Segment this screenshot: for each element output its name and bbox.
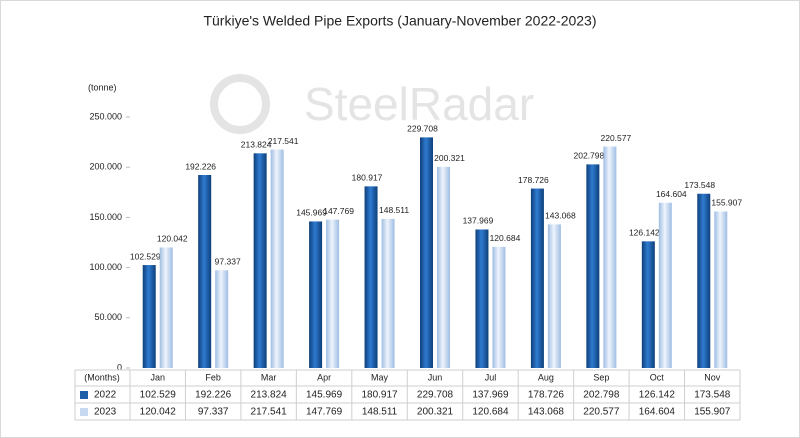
- bar: [658, 202, 672, 368]
- bar: [253, 153, 267, 368]
- bar: [475, 229, 489, 368]
- table-value: 173.548: [694, 390, 731, 401]
- y-tick-label: 150.000: [89, 212, 122, 222]
- legend-swatch: [80, 391, 88, 399]
- table-value: 143.068: [528, 407, 565, 418]
- y-tick-label: 0: [117, 362, 122, 372]
- table-value: 200.321: [417, 407, 454, 418]
- table-value: 155.907: [694, 407, 731, 418]
- data-label: 220.577: [600, 133, 631, 143]
- bar: [641, 241, 655, 368]
- bar: [159, 247, 173, 368]
- table-value: 145.969: [306, 390, 343, 401]
- table-value: 147.769: [306, 407, 343, 418]
- bar: [420, 137, 433, 368]
- chart-title: Türkiye's Welded Pipe Exports (January-N…: [203, 13, 596, 29]
- table-month: Nov: [704, 372, 721, 382]
- bar: [492, 246, 506, 368]
- y-axis-label: (tonne): [88, 82, 117, 92]
- table-month: Feb: [205, 372, 221, 382]
- table-value: 202.798: [583, 390, 620, 401]
- bar: [364, 186, 378, 368]
- bar: [547, 224, 561, 368]
- bar: [586, 164, 600, 368]
- legend-swatch: [80, 408, 88, 416]
- data-label: 102.529: [130, 251, 161, 261]
- table-value: 229.708: [417, 390, 454, 401]
- data-label: 97.337: [215, 257, 241, 267]
- table-value: 178.726: [528, 390, 565, 401]
- table-month: Jun: [428, 372, 443, 382]
- bar: [530, 188, 544, 368]
- watermark: SteelRadar: [304, 78, 534, 130]
- table-month: Oct: [650, 372, 665, 382]
- bar: [381, 218, 395, 368]
- data-label: 155.907: [711, 198, 742, 208]
- data-label: 120.042: [157, 234, 188, 244]
- bar: [215, 270, 229, 368]
- x-axis-label: (Months): [84, 372, 120, 382]
- data-label: 180.917: [352, 173, 383, 183]
- y-tick-label: 100.000: [89, 262, 122, 272]
- table-value: 217.541: [251, 407, 288, 418]
- table-value: 192.226: [195, 390, 232, 401]
- bar: [142, 265, 156, 368]
- table-value: 102.529: [140, 390, 177, 401]
- table-value: 137.969: [472, 390, 509, 401]
- watermark-logo: [210, 74, 270, 134]
- data-label: 164.604: [656, 189, 687, 199]
- y-tick-label: 200.000: [89, 162, 122, 172]
- data-label: 178.726: [518, 175, 549, 185]
- data-label: 217.541: [268, 136, 299, 146]
- data-label: 213.824: [241, 140, 272, 150]
- table-value: 120.684: [472, 407, 509, 418]
- data-label: 137.969: [463, 216, 494, 226]
- table-month: May: [371, 372, 389, 382]
- legend-label: 2022: [94, 390, 117, 401]
- bar: [437, 166, 450, 368]
- table-value: 126.142: [639, 390, 676, 401]
- table-month: Mar: [261, 372, 277, 382]
- bar: [309, 221, 323, 368]
- bar: [714, 211, 728, 368]
- bar: [198, 175, 212, 368]
- table-value: 97.337: [198, 407, 229, 418]
- table-value: 120.042: [140, 407, 177, 418]
- table-month: Sep: [593, 372, 609, 382]
- bar: [603, 146, 617, 368]
- bar: [270, 149, 284, 368]
- data-label: 120.684: [490, 233, 521, 243]
- table-month: Jul: [485, 372, 497, 382]
- y-tick-label: 50.000: [94, 312, 122, 322]
- data-label: 147.769: [323, 206, 354, 216]
- legend-label: 2023: [94, 407, 117, 418]
- table-month: Jan: [150, 372, 165, 382]
- table-value: 220.577: [583, 407, 620, 418]
- data-label: 173.548: [684, 180, 715, 190]
- data-label: 126.142: [629, 228, 660, 238]
- data-label: 229.708: [407, 124, 438, 134]
- y-tick-label: 250.000: [89, 111, 122, 121]
- data-label: 200.321: [434, 153, 465, 163]
- table-month: Apr: [317, 372, 331, 382]
- data-label: 143.068: [545, 211, 576, 221]
- table-value: 213.824: [251, 390, 288, 401]
- data-label: 202.798: [573, 151, 604, 161]
- table-value: 148.511: [362, 407, 398, 418]
- data-label: 192.226: [185, 161, 216, 171]
- data-label: 145.969: [296, 208, 327, 218]
- table-value: 180.917: [361, 390, 398, 401]
- data-label: 148.511: [379, 205, 409, 215]
- table-month: Aug: [538, 372, 554, 382]
- bar: [697, 193, 711, 368]
- bar: [326, 219, 340, 368]
- table-value: 164.604: [639, 407, 676, 418]
